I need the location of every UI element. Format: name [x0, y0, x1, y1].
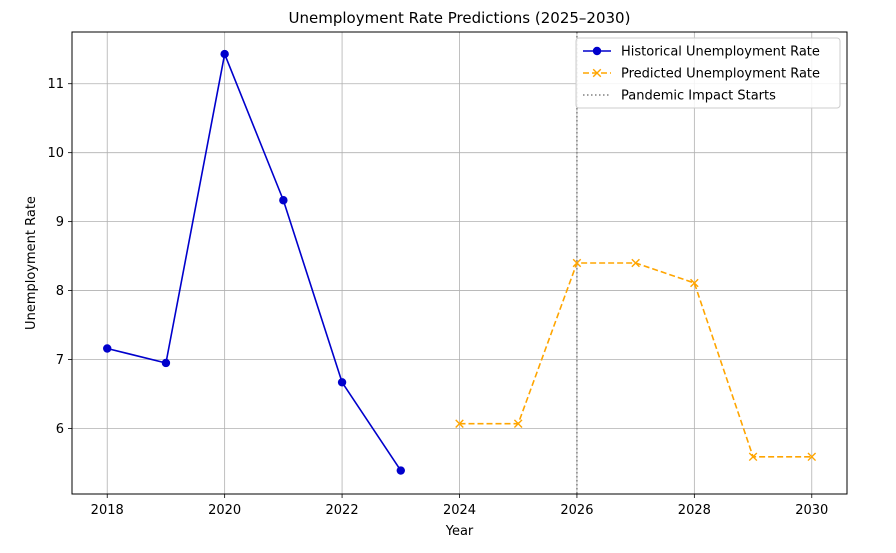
series-group: [103, 49, 817, 475]
chart-title: Unemployment Rate Predictions (2025–2030…: [289, 9, 631, 27]
historical-unemployment-rate-series: [103, 49, 405, 475]
data-point: [396, 466, 405, 475]
y-tick-label: 10: [47, 146, 64, 161]
x-tick-label: 2028: [678, 503, 711, 518]
data-point: [279, 196, 288, 205]
legend-label: Pandemic Impact Starts: [621, 89, 776, 104]
grid: [72, 32, 847, 494]
x-axis-label: Year: [445, 524, 474, 539]
data-point: [631, 258, 640, 268]
predicted-unemployment-rate-series: [455, 258, 817, 462]
legend-marker: [592, 68, 602, 78]
legend-label: Predicted Unemployment Rate: [621, 67, 820, 82]
y-tick-label: 6: [56, 422, 64, 437]
data-point: [513, 419, 523, 428]
data-point: [748, 452, 758, 462]
x-tick-label: 2030: [795, 503, 828, 518]
y-tick-label: 8: [56, 284, 64, 299]
x-tick-label: 2018: [91, 503, 124, 518]
legend-marker: [592, 46, 602, 56]
y-tick-label: 7: [56, 353, 64, 368]
data-point: [103, 344, 112, 353]
legend-entry-predicted-unemployment-rate: Predicted Unemployment Rate: [583, 67, 820, 82]
data-point: [337, 378, 347, 387]
legend-box: [575, 37, 841, 109]
data-point: [455, 419, 464, 428]
legend-entry-historical-unemployment-rate: Historical Unemployment Rate: [583, 45, 820, 60]
x-tick-label: 2024: [443, 503, 476, 518]
legend-entry-pandemic-impact-starts: Pandemic Impact Starts: [583, 89, 776, 104]
legend: Historical Unemployment Rate Predicted Un…: [575, 37, 841, 109]
data-point: [220, 49, 229, 59]
axis-ticks: 2018 2020 2022 2024 2026 2028 2030 6 7 8 9 10 11: [47, 77, 828, 518]
x-tick-label: 2020: [208, 503, 241, 518]
data-point: [807, 452, 817, 462]
data-point: [690, 278, 699, 288]
y-tick-label: 11: [47, 77, 64, 92]
legend-label: Historical Unemployment Rate: [621, 45, 820, 60]
historical-unemployment-rate-line: [107, 53, 402, 471]
y-axis-label: Unemployment Rate: [24, 196, 39, 330]
data-point: [572, 258, 582, 268]
data-point: [161, 358, 171, 368]
x-tick-label: 2022: [326, 503, 359, 518]
x-tick-label: 2026: [560, 503, 593, 518]
y-tick-label: 9: [56, 215, 64, 230]
